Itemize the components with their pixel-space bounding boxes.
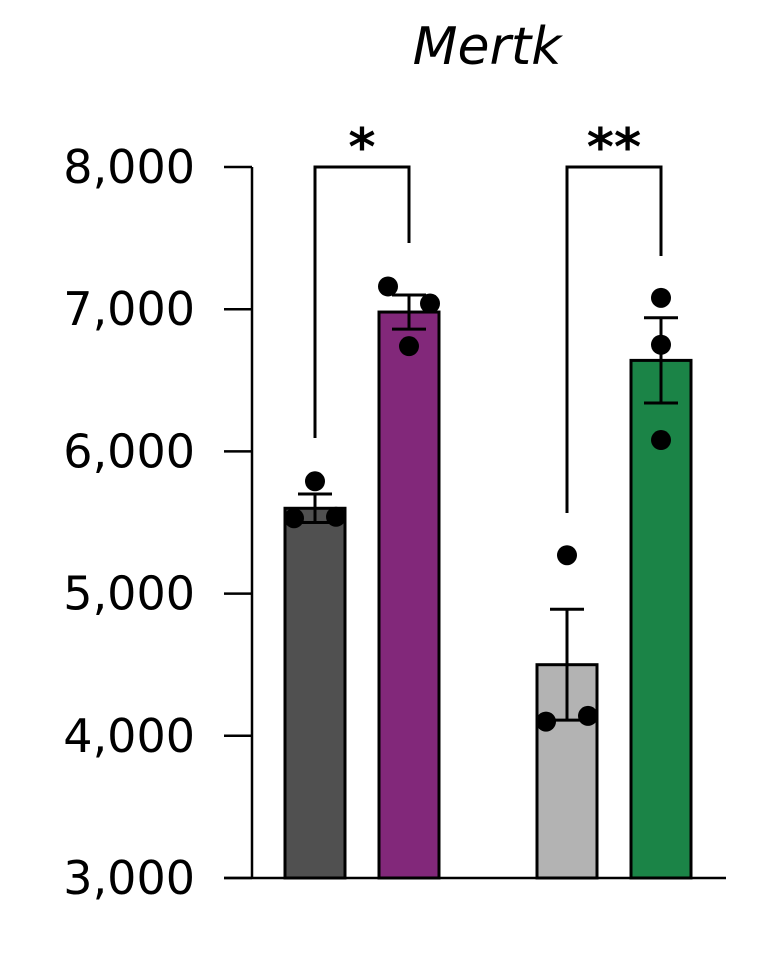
data-points (284, 276, 671, 732)
y-tick-label: 3,000 (63, 851, 195, 905)
significance-label: ** (587, 118, 641, 178)
data-point (399, 336, 419, 357)
data-point (378, 276, 398, 297)
significance-bracket (313, 165, 411, 438)
data-point (651, 334, 671, 355)
significance-brackets: * ** (313, 118, 663, 513)
y-tick-label: 4,000 (63, 709, 195, 763)
data-point (305, 471, 325, 492)
data-point (651, 430, 671, 451)
data-point (557, 545, 577, 566)
data-point (326, 506, 346, 527)
bar (283, 506, 347, 880)
data-point (651, 287, 671, 308)
y-tick-label: 7,000 (63, 282, 195, 336)
error-bars (298, 293, 678, 722)
axes: 3,000 4,000 5,000 6,000 7,000 8,000 (63, 140, 726, 905)
significance-bracket (565, 165, 663, 513)
data-point (536, 711, 556, 732)
y-tick-label: 8,000 (63, 140, 195, 194)
y-tick-label: 6,000 (63, 424, 195, 478)
y-tick-label: 5,000 (63, 567, 195, 621)
data-point (284, 508, 304, 529)
data-point (420, 293, 440, 314)
data-point (578, 705, 598, 726)
significance-label: * (348, 118, 375, 178)
chart-title: Mertk (413, 17, 564, 77)
bars (283, 310, 693, 880)
bar (377, 310, 441, 880)
